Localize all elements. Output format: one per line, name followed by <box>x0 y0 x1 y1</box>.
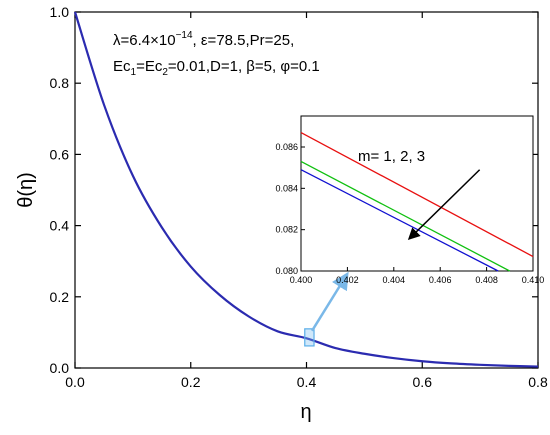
inset-ticks: 0.400 0.402 0.404 0.406 0.408 0.410 0.080 0.082… <box>275 142 544 285</box>
inset-y-tick-label: 0.086 <box>275 142 298 152</box>
y-tick-label: 0.4 <box>50 218 70 234</box>
annotation-ec1: Ec <box>113 58 131 75</box>
inset-series-line <box>300 169 499 272</box>
inset-x-tick-label: 0.400 <box>290 275 313 285</box>
inset-x-tick-label: 0.404 <box>383 275 406 285</box>
inset-frame <box>300 115 534 272</box>
zoom-highlight-box <box>304 328 315 347</box>
x-tick-label: 0.8 <box>528 374 548 390</box>
y-axis-label: θ(η) <box>15 172 37 208</box>
inset-series-line <box>300 160 511 272</box>
y-tick-label: 1.0 <box>50 4 70 20</box>
parameter-annotation-line1: λ=6.4×10−14, ε=78.5,Pr=25, <box>113 30 294 49</box>
x-tick-label: 0.0 <box>65 374 85 390</box>
y-tick-label: 0.8 <box>50 75 70 91</box>
x-tick-label: 0.6 <box>413 374 433 390</box>
inset-x-tick-label: 0.402 <box>336 275 359 285</box>
inset-annotation: m= 1, 2, 3 <box>358 148 425 165</box>
annotation-exponent: −14 <box>176 30 193 41</box>
annotation-params: =0.01,D=1, β=5, φ=0.1 <box>168 58 320 75</box>
x-tick-label: 0.2 <box>181 374 201 390</box>
y-tick-label: 0.2 <box>50 289 70 305</box>
y-tick-label: 0.6 <box>50 146 70 162</box>
y-tick-label: 0.0 <box>50 360 70 376</box>
annotation-lambda: λ=6.4×10 <box>113 32 176 49</box>
parameter-annotation-line2: Ec1=Ec2=0.01,D=1, β=5, φ=0.1 <box>113 58 320 78</box>
x-axis-label: η <box>300 401 311 423</box>
inset-y-tick-label: 0.080 <box>275 266 298 276</box>
inset-x-tick-label: 0.408 <box>475 275 498 285</box>
annotation-rest: , ε=78.5,Pr=25, <box>193 32 295 49</box>
inset-series-group <box>300 131 534 272</box>
zoom-connector-arrow <box>310 271 349 332</box>
zoom-highlight <box>304 271 349 347</box>
inset-x-tick-label: 0.406 <box>429 275 452 285</box>
main-ticks: 0.0 0.2 0.4 0.6 0.8 0.0 0.2 0.4 0.6 0.8 1.0 <box>50 4 548 390</box>
annotation-ec2: =Ec <box>136 58 163 75</box>
x-tick-label: 0.4 <box>297 374 317 390</box>
inset-series-line <box>300 131 534 258</box>
inset-arrow <box>407 169 481 241</box>
annotation-sub1: 1 <box>131 67 137 78</box>
inset-x-tick-label: 0.410 <box>522 275 545 285</box>
annotation-sub2: 2 <box>162 67 168 78</box>
inset-y-tick-label: 0.084 <box>275 183 298 193</box>
inset-y-tick-label: 0.082 <box>275 225 298 235</box>
